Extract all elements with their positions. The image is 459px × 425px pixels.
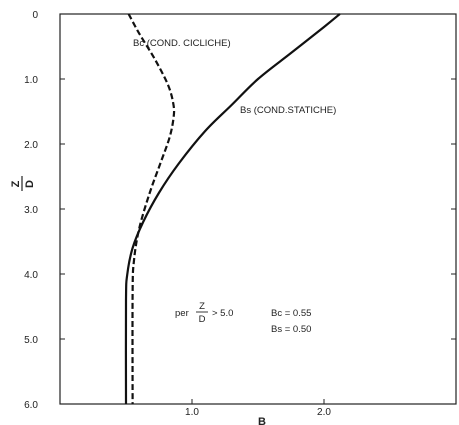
- per-text: per: [175, 308, 189, 319]
- y-tick-label: 3.0: [24, 205, 38, 216]
- y-axis-label-numerator: Z: [10, 180, 22, 187]
- y-tick-label: 1.0: [24, 75, 38, 86]
- series-layer: [124, 13, 341, 405]
- y-axis-label: Z D: [10, 176, 36, 191]
- bc-curve-label: Bc (COND. CICLICHE): [133, 38, 231, 49]
- bs-curve-label: Bs (COND.STATICHE): [240, 105, 336, 116]
- y-tick-label: 2.0: [24, 140, 38, 151]
- tick-layer: 0 1.0 2.0 3.0 4.0 5.0 6.0 1.0 2.0: [24, 10, 456, 418]
- plot-frame: [59, 13, 457, 405]
- series-line-bs-statiche: [124, 13, 341, 405]
- condition-annotation: per Z D > 5.0 Bc = 0.55 Bs = 0.50: [175, 301, 311, 335]
- bc-value: Bc = 0.55: [271, 308, 311, 319]
- y-tick-label: 6.0: [24, 400, 38, 411]
- fraction-numerator: Z: [199, 301, 205, 312]
- y-tick-label: 4.0: [24, 270, 38, 281]
- y-tick-label: 5.0: [24, 335, 38, 346]
- plot-border: [59, 13, 457, 405]
- x-tick-label: 1.0: [185, 407, 199, 418]
- y-axis-label-denominator: D: [24, 180, 36, 188]
- series-line-bc-cicliche: [127, 13, 176, 405]
- y-tick-label: 0: [32, 10, 38, 21]
- bs-value: Bs = 0.50: [271, 324, 311, 335]
- fraction-denominator: D: [199, 314, 206, 325]
- condition-text: > 5.0: [212, 308, 233, 319]
- x-tick-label: 2.0: [317, 407, 331, 418]
- x-axis-label: B: [258, 416, 266, 425]
